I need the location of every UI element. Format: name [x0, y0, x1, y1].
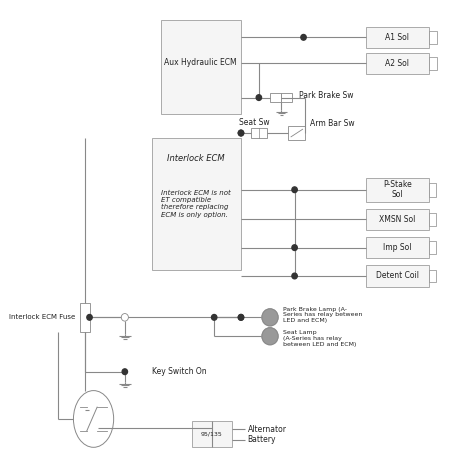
Text: Seat Sw: Seat Sw: [239, 118, 270, 127]
Bar: [161, 19, 241, 114]
Bar: [366, 178, 428, 201]
Bar: [152, 138, 241, 270]
Text: A1 Sol: A1 Sol: [385, 33, 410, 42]
Text: Detent Coil: Detent Coil: [376, 272, 419, 281]
Text: Interlock ECM: Interlock ECM: [167, 155, 225, 164]
Text: 95/135: 95/135: [201, 432, 223, 437]
Text: Arm Bar Sw: Arm Bar Sw: [310, 119, 355, 128]
Text: Aux Hydraulic ECM: Aux Hydraulic ECM: [164, 58, 237, 67]
Bar: [288, 127, 305, 140]
Circle shape: [238, 130, 244, 136]
Circle shape: [121, 314, 128, 321]
Bar: [428, 241, 436, 254]
Bar: [428, 182, 436, 197]
Text: Interlock ECM Fuse: Interlock ECM Fuse: [9, 314, 76, 320]
Text: Park Brake Lamp (A-
Series has relay between
LED and ECM): Park Brake Lamp (A- Series has relay bet…: [283, 307, 362, 323]
Bar: [366, 27, 428, 48]
Text: Seat Lamp
(A-Series has relay
between LED and ECM): Seat Lamp (A-Series has relay between LE…: [283, 330, 356, 347]
Circle shape: [292, 273, 297, 279]
Circle shape: [238, 315, 244, 320]
Bar: [366, 53, 428, 74]
Text: Interlock ECM is not
ET compatible
therefore replacing
ECM is only option.: Interlock ECM is not ET compatible there…: [161, 190, 230, 218]
Bar: [428, 31, 437, 44]
Bar: [428, 57, 437, 70]
Circle shape: [87, 315, 92, 320]
Bar: [270, 93, 281, 102]
Circle shape: [211, 315, 217, 320]
Bar: [428, 213, 436, 226]
Text: XMSN Sol: XMSN Sol: [379, 215, 416, 224]
Text: Alternator: Alternator: [248, 425, 287, 434]
Text: P-Stake
Sol: P-Stake Sol: [383, 180, 412, 200]
Circle shape: [301, 35, 306, 40]
Bar: [192, 421, 232, 447]
Bar: [366, 265, 428, 287]
Circle shape: [238, 315, 244, 320]
Text: Battery: Battery: [248, 435, 276, 444]
Bar: [366, 209, 428, 230]
Bar: [366, 237, 428, 258]
Text: Park Brake Sw: Park Brake Sw: [299, 91, 354, 100]
Circle shape: [262, 309, 278, 326]
Circle shape: [292, 187, 297, 192]
Circle shape: [122, 369, 128, 374]
Text: Key Switch On: Key Switch On: [152, 367, 206, 376]
Bar: [428, 270, 436, 283]
Circle shape: [292, 245, 297, 250]
Text: Imp Sol: Imp Sol: [383, 243, 411, 252]
Ellipse shape: [73, 391, 114, 447]
Text: A2 Sol: A2 Sol: [385, 59, 410, 68]
Circle shape: [262, 328, 278, 345]
Bar: [80, 303, 90, 331]
Bar: [251, 128, 267, 138]
Circle shape: [238, 130, 244, 136]
Bar: [281, 93, 292, 102]
Circle shape: [256, 95, 262, 100]
